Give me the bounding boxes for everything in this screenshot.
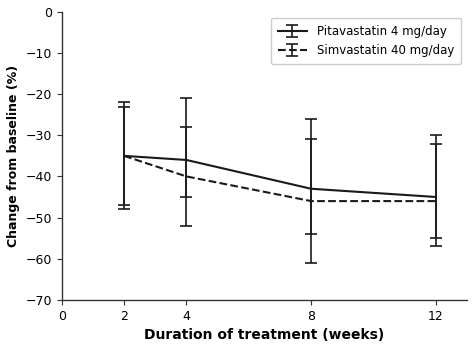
X-axis label: Duration of treatment (weeks): Duration of treatment (weeks) bbox=[144, 328, 384, 342]
Legend: Pitavastatin 4 mg/day, Simvastatin 40 mg/day: Pitavastatin 4 mg/day, Simvastatin 40 mg… bbox=[271, 18, 461, 64]
Y-axis label: Change from baseline (%): Change from baseline (%) bbox=[7, 65, 20, 247]
